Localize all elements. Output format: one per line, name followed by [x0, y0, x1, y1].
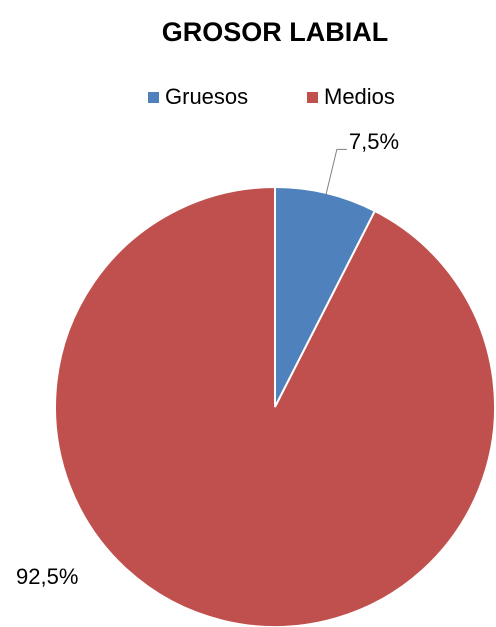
legend-swatch: [148, 92, 159, 103]
pie-slice: [54, 185, 496, 627]
leader-line: [325, 148, 347, 196]
legend-label: Medios: [324, 84, 395, 109]
data-label: 7,5%: [349, 129, 399, 154]
data-label: 92,5%: [16, 564, 78, 589]
chart-title: GROSOR LABIAL: [162, 17, 389, 47]
legend-swatch: [307, 92, 318, 103]
legend-label: Gruesos: [165, 84, 248, 109]
